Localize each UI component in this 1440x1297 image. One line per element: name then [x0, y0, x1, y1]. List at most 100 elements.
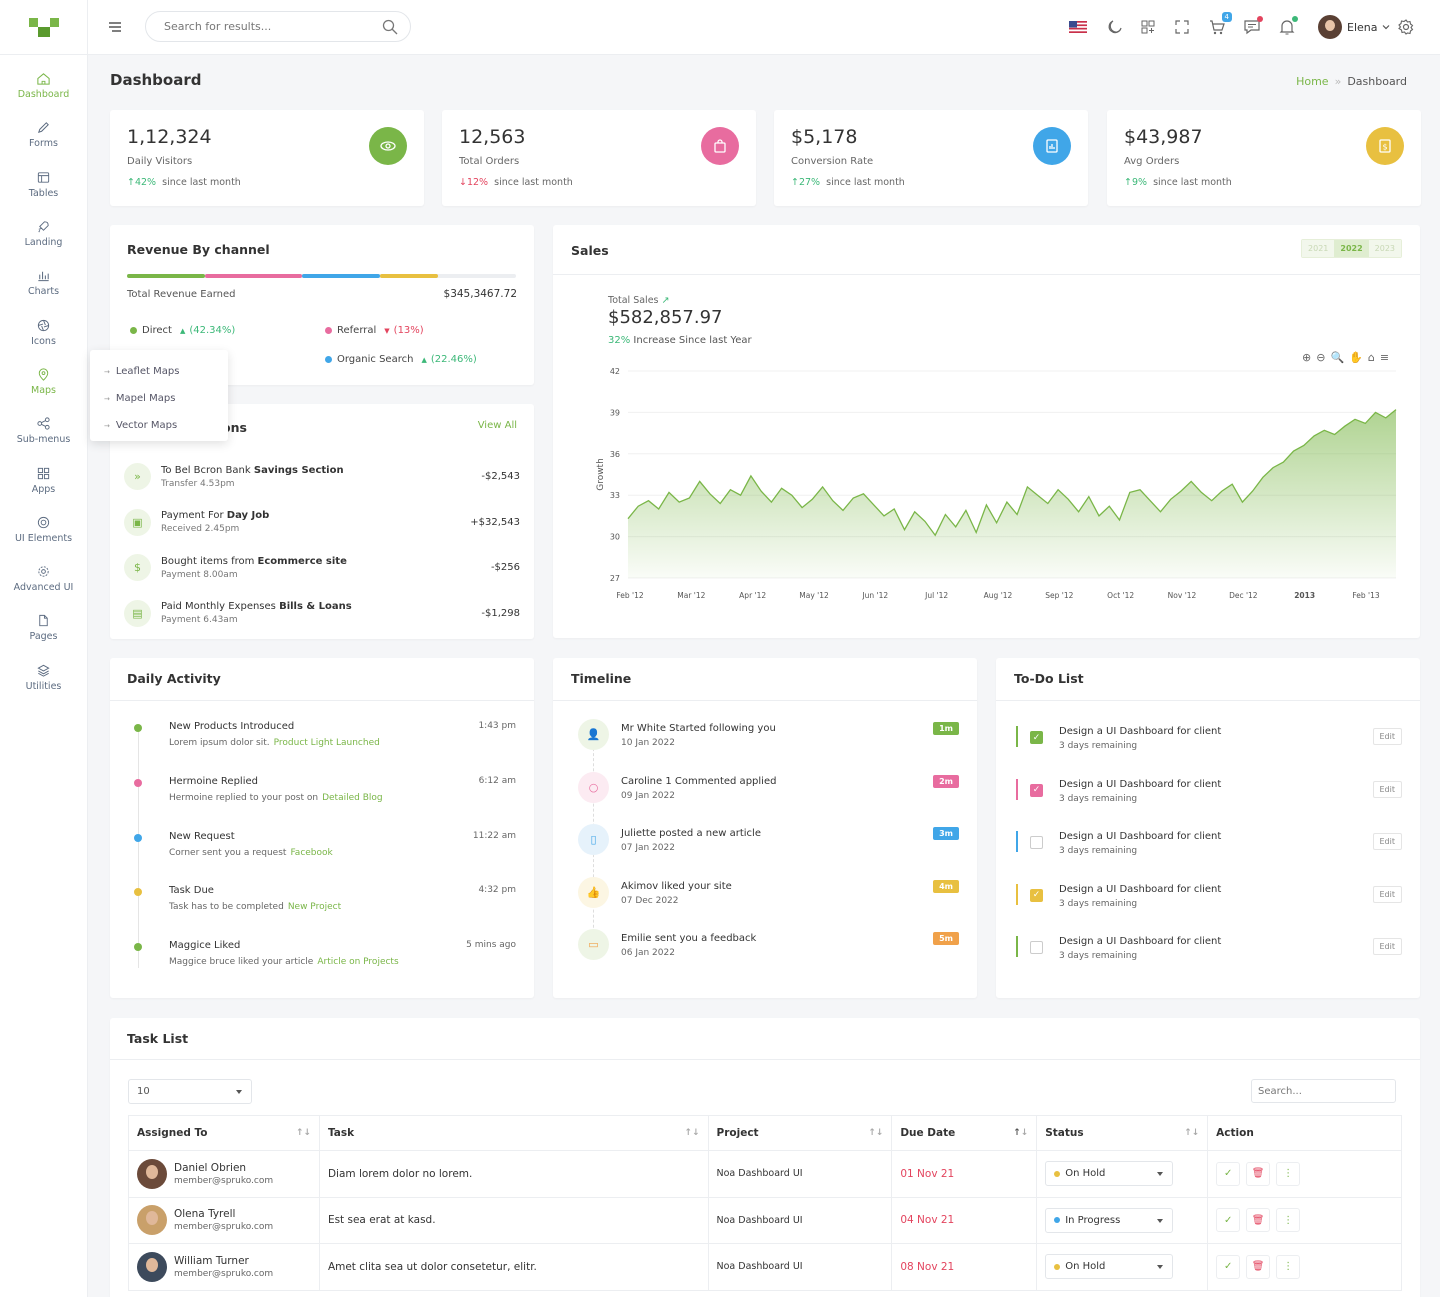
edit-button[interactable]: Edit: [1372, 833, 1402, 850]
status-select[interactable]: In Progress: [1045, 1207, 1174, 1233]
daily-activity-card: Daily Activity New Products Introduced L…: [110, 658, 534, 998]
sidebar-item-icons[interactable]: Icons: [0, 307, 87, 356]
approve-button[interactable]: ✓: [1216, 1208, 1241, 1233]
more-button[interactable]: ⋮: [1276, 1208, 1301, 1233]
search-icon[interactable]: [382, 19, 398, 35]
table-search-input[interactable]: Search...: [1251, 1079, 1396, 1103]
delete-button[interactable]: 🗑: [1246, 1161, 1271, 1186]
chart-menu-icon[interactable]: ≡: [1379, 351, 1390, 364]
status-select[interactable]: On Hold: [1045, 1254, 1174, 1280]
todo-checkbox[interactable]: ✓: [1030, 888, 1043, 902]
report-icon: [1046, 139, 1058, 153]
zoom-in-icon[interactable]: ⊕: [1302, 351, 1312, 364]
more-vertical-icon: ⋮: [1283, 1214, 1294, 1226]
status-select[interactable]: On Hold: [1045, 1161, 1174, 1187]
breadcrumb-home[interactable]: Home: [1296, 75, 1329, 88]
settings-icon[interactable]: [1397, 18, 1415, 36]
sidebar-item-charts[interactable]: Charts: [0, 258, 87, 307]
column-header-action[interactable]: Action: [1207, 1115, 1402, 1151]
messages-button[interactable]: [1243, 16, 1263, 36]
view-all-link[interactable]: View All: [477, 420, 517, 431]
due-date: 01 Nov 21: [891, 1150, 1038, 1198]
transaction-row[interactable]: » To Bel Bcron Bank Savings Section Tran…: [124, 454, 520, 499]
delete-button[interactable]: 🗑: [1246, 1254, 1271, 1279]
activity-link[interactable]: Facebook: [290, 847, 333, 858]
moon-icon[interactable]: [1105, 18, 1123, 36]
sales-title: Sales: [571, 243, 609, 258]
sidebar-item-apps[interactable]: Apps: [0, 455, 87, 504]
zoom-select-icon[interactable]: 🔍: [1330, 351, 1345, 364]
activity-text: Lorem ipsum dolor sit. Product Light Laun…: [169, 738, 380, 748]
todo-text: Design a UI Dashboard for client: [1059, 778, 1222, 790]
sidebar-item-dashboard[interactable]: Dashboard: [0, 61, 87, 110]
transaction-row[interactable]: $ Bought items from Ecommerce site Payme…: [124, 545, 520, 590]
sidebar-item-ui-elements[interactable]: UI Elements: [0, 505, 87, 554]
pan-icon[interactable]: ✋: [1349, 351, 1363, 364]
transaction-amount: -$256: [490, 562, 520, 573]
sort-icon[interactable]: ↑↓: [684, 1128, 700, 1138]
logo[interactable]: [0, 0, 87, 55]
avatar: [1318, 15, 1342, 39]
submenu-leaflet-maps[interactable]: Leaflet Maps: [90, 358, 228, 385]
apps-grid-icon[interactable]: [1139, 18, 1157, 36]
menu-toggle-icon[interactable]: [108, 20, 122, 34]
page-size-select[interactable]: 10: [128, 1079, 252, 1104]
todo-checkbox[interactable]: ✓: [1030, 783, 1043, 797]
sort-icon[interactable]: ↑↓: [295, 1128, 311, 1138]
sidebar-item-advanced-ui[interactable]: Advanced UI: [0, 554, 87, 603]
column-header-project[interactable]: Project ↑↓: [707, 1115, 893, 1151]
assignee-email: member@spruko.com: [174, 1268, 274, 1279]
sidebar-item-sub-menus[interactable]: Sub-menus: [0, 406, 87, 455]
transaction-amount: +$32,543: [470, 516, 520, 528]
search-input[interactable]: Search for results...: [145, 11, 411, 42]
sort-icon[interactable]: ↑↓: [1184, 1128, 1200, 1138]
column-header-due-date[interactable]: Due Date ↑↓: [891, 1115, 1038, 1151]
more-button[interactable]: ⋮: [1276, 1254, 1301, 1279]
more-button[interactable]: ⋮: [1276, 1161, 1301, 1186]
activity-dot: [134, 778, 142, 787]
submenu-vector-maps[interactable]: Vector Maps: [90, 412, 228, 439]
year-2021[interactable]: 2021: [1302, 240, 1335, 257]
zoom-out-icon[interactable]: ⊖: [1316, 351, 1326, 364]
transaction-row[interactable]: ▣ Payment For Day Job Received 2.45pm +$…: [124, 500, 520, 545]
activity-link[interactable]: New Project: [287, 902, 342, 913]
approve-button[interactable]: ✓: [1216, 1161, 1241, 1186]
sidebar-item-pages[interactable]: Pages: [0, 603, 87, 652]
user-name: Elena: [1347, 20, 1378, 34]
edit-button[interactable]: Edit: [1372, 938, 1402, 955]
sidebar-item-landing[interactable]: Landing: [0, 209, 87, 258]
sidebar-item-forms[interactable]: Forms: [0, 110, 87, 159]
edit-button[interactable]: Edit: [1372, 728, 1402, 745]
revenue-bar-other: [380, 274, 438, 278]
year-2022[interactable]: 2022: [1334, 240, 1369, 257]
sidebar-item-utilities[interactable]: Utilities: [0, 653, 87, 702]
year-2023[interactable]: 2023: [1368, 240, 1401, 257]
submenu-mapel-maps[interactable]: Mapel Maps: [90, 385, 228, 412]
delete-button[interactable]: 🗑: [1246, 1208, 1271, 1233]
sidebar-item-tables[interactable]: Tables: [0, 160, 87, 209]
us-flag-icon[interactable]: [1069, 18, 1087, 36]
trash-icon: 🗑: [1251, 1214, 1265, 1226]
maps-submenu: Leaflet Maps Mapel Maps Vector Maps: [90, 350, 228, 441]
activity-link[interactable]: Article on Projects: [317, 957, 399, 968]
activity-link[interactable]: Product Light Launched: [273, 738, 380, 748]
edit-button[interactable]: Edit: [1372, 885, 1402, 903]
edit-button[interactable]: Edit: [1372, 780, 1402, 798]
user-menu[interactable]: Elena: [1318, 15, 1391, 39]
transaction-row[interactable]: ▤ Paid Monthly Expenses Bills & Loans Pa…: [124, 591, 520, 636]
notifications-button[interactable]: [1278, 16, 1298, 36]
sort-icon[interactable]: ↑↓: [868, 1128, 884, 1138]
todo-checkbox[interactable]: [1030, 941, 1043, 954]
sidebar-item-maps[interactable]: Maps: [0, 357, 87, 406]
column-header-status[interactable]: Status ↑↓: [1036, 1115, 1209, 1151]
activity-link[interactable]: Detailed Blog: [322, 792, 383, 803]
todo-checkbox[interactable]: ✓: [1030, 731, 1043, 744]
column-header-task[interactable]: Task ↑↓: [318, 1115, 709, 1151]
reset-home-icon[interactable]: ⌂: [1367, 351, 1375, 364]
approve-button[interactable]: ✓: [1216, 1254, 1241, 1279]
column-header-assigned-to[interactable]: Assigned To ↑↓: [128, 1115, 320, 1151]
fullscreen-icon[interactable]: [1173, 18, 1191, 36]
sort-icon[interactable]: ↑↓: [1013, 1128, 1029, 1138]
cart-button[interactable]: 4: [1208, 12, 1232, 36]
todo-checkbox[interactable]: [1030, 836, 1043, 849]
